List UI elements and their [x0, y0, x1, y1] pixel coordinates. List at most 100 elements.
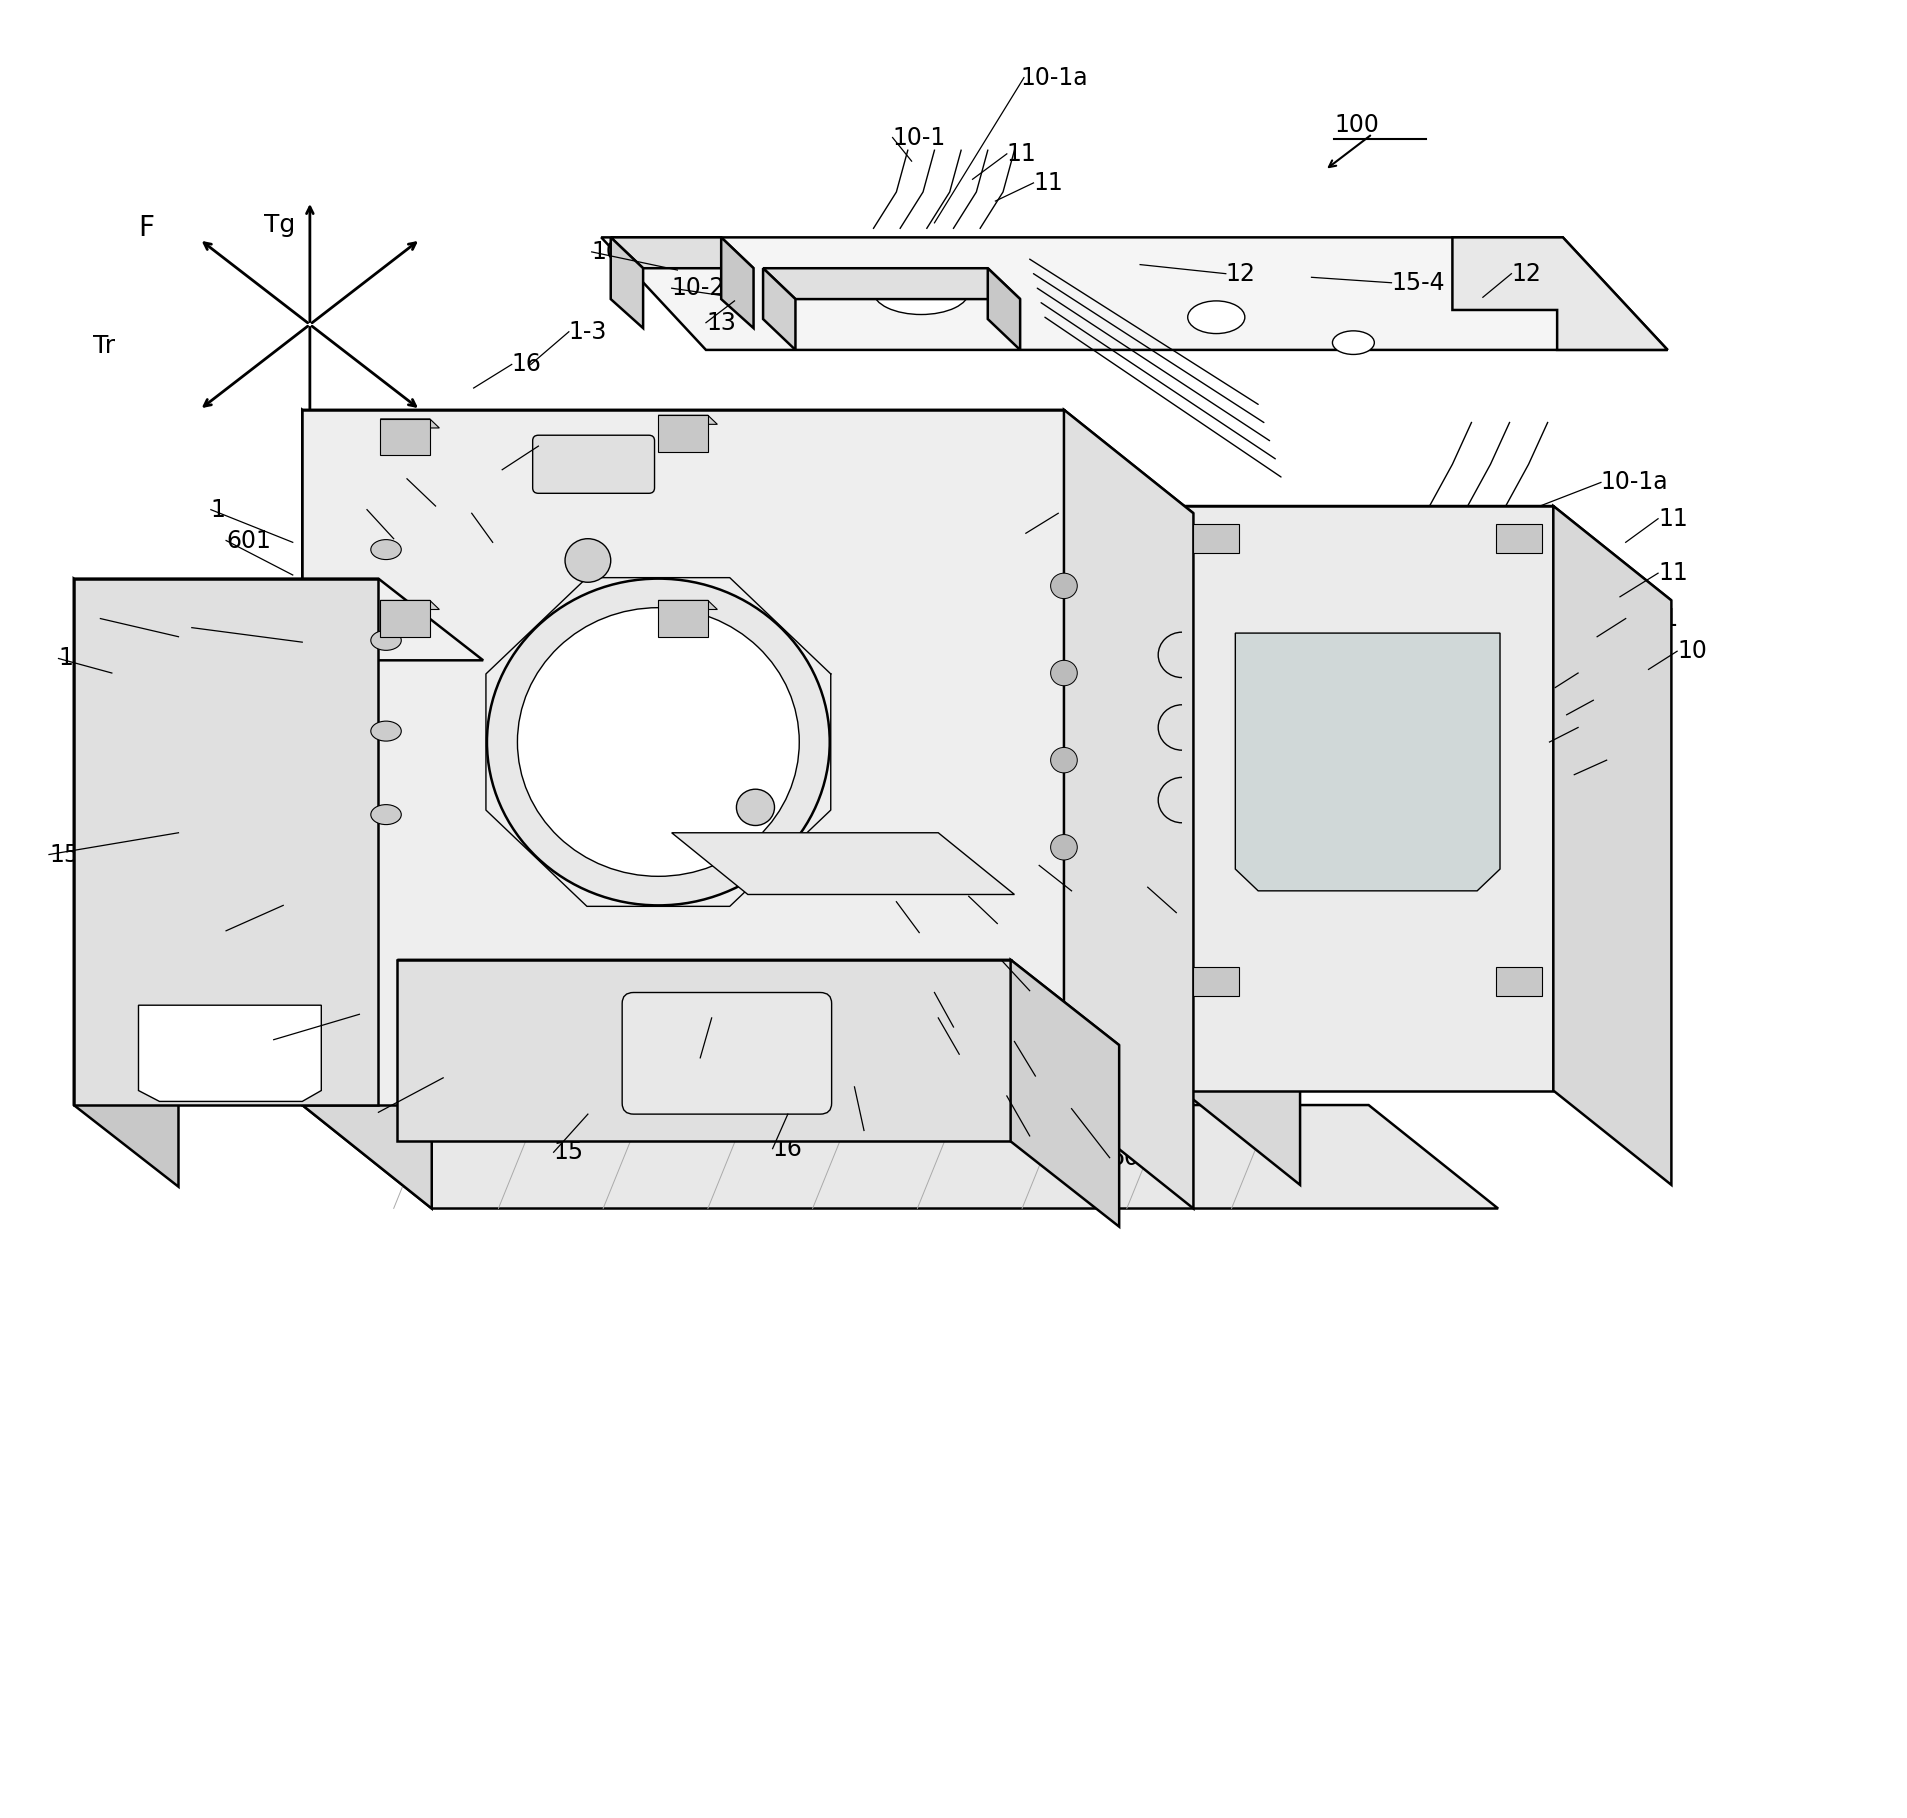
Polygon shape [301, 409, 1194, 513]
Text: 16: 16 [997, 911, 1028, 936]
Text: 11: 11 [1007, 142, 1037, 165]
Polygon shape [1064, 409, 1194, 1209]
Polygon shape [1182, 505, 1554, 1091]
Text: 2: 2 [471, 502, 486, 525]
Text: 10-2a: 10-2a [1579, 662, 1646, 685]
Text: 1-5: 1-5 [959, 1042, 997, 1065]
Text: 10-1: 10-1 [892, 125, 946, 149]
Text: 5: 5 [193, 616, 208, 640]
Polygon shape [1497, 524, 1543, 553]
Polygon shape [301, 1105, 1499, 1209]
Text: 1: 1 [212, 498, 225, 522]
Text: 5: 5 [919, 920, 934, 945]
Polygon shape [658, 415, 717, 424]
Polygon shape [1011, 960, 1119, 1227]
Text: 13: 13 [1058, 502, 1089, 525]
Text: 10-2: 10-2 [1594, 689, 1646, 713]
Polygon shape [1236, 633, 1501, 891]
Text: 11: 11 [1657, 507, 1688, 531]
Ellipse shape [517, 607, 799, 876]
Ellipse shape [486, 578, 830, 905]
Text: 10-2a: 10-2a [671, 276, 740, 300]
Text: 12: 12 [1512, 262, 1541, 285]
Polygon shape [379, 418, 429, 454]
Polygon shape [1497, 967, 1543, 996]
Polygon shape [671, 833, 1015, 894]
Text: 5: 5 [700, 1045, 715, 1069]
FancyBboxPatch shape [622, 993, 831, 1114]
Polygon shape [379, 600, 439, 609]
Ellipse shape [370, 805, 400, 825]
Polygon shape [139, 1005, 320, 1102]
Polygon shape [1182, 505, 1301, 1185]
Circle shape [1051, 660, 1077, 685]
Ellipse shape [1188, 302, 1245, 333]
Text: 13: 13 [706, 311, 736, 335]
Text: 12: 12 [1226, 262, 1255, 285]
Polygon shape [1194, 524, 1240, 553]
Polygon shape [379, 418, 439, 427]
Text: 10: 10 [1676, 640, 1707, 664]
Polygon shape [658, 600, 707, 636]
Text: 100: 100 [1335, 113, 1379, 136]
Ellipse shape [370, 722, 400, 742]
Polygon shape [763, 269, 1020, 300]
Text: 10-2a: 10-2a [1579, 716, 1646, 740]
Text: 602: 602 [864, 1118, 910, 1142]
Text: 1-3: 1-3 [1030, 978, 1068, 1004]
Text: Tg: Tg [265, 213, 296, 236]
Polygon shape [658, 415, 707, 451]
Text: A: A [227, 918, 242, 944]
Polygon shape [1194, 967, 1240, 996]
Text: 15-4: 15-4 [1392, 271, 1446, 295]
Text: 16: 16 [772, 1136, 803, 1160]
Polygon shape [379, 600, 429, 636]
Text: 15-1: 15-1 [1177, 900, 1230, 925]
Text: 11: 11 [1657, 562, 1688, 585]
Circle shape [1051, 834, 1077, 860]
Circle shape [1051, 573, 1077, 598]
Polygon shape [1182, 505, 1671, 600]
Text: 12: 12 [1072, 878, 1102, 904]
Polygon shape [74, 578, 482, 660]
Text: 603: 603 [1110, 1145, 1154, 1169]
Text: 1-3: 1-3 [568, 320, 606, 344]
Text: 10-1: 10-1 [1625, 607, 1678, 631]
Text: 601: 601 [1036, 1064, 1079, 1087]
Ellipse shape [1333, 331, 1375, 355]
Polygon shape [74, 578, 179, 1187]
Text: 15: 15 [553, 1140, 584, 1164]
Text: 601: 601 [227, 529, 271, 553]
Polygon shape [658, 600, 717, 609]
Text: 10-1a: 10-1a [1020, 65, 1087, 89]
Text: 10-2: 10-2 [591, 240, 645, 264]
Polygon shape [721, 238, 753, 327]
Text: 15-3: 15-3 [406, 467, 461, 491]
Text: 15-2: 15-2 [50, 842, 103, 867]
Polygon shape [610, 238, 643, 327]
Polygon shape [988, 269, 1020, 349]
Polygon shape [301, 409, 1064, 1105]
Text: Tr: Tr [93, 335, 114, 358]
Circle shape [736, 789, 774, 825]
Circle shape [564, 538, 610, 582]
Text: F: F [139, 215, 154, 242]
Polygon shape [397, 960, 1119, 1045]
Polygon shape [397, 960, 1011, 1142]
Polygon shape [1554, 505, 1671, 1185]
Ellipse shape [873, 269, 969, 315]
Text: 3: 3 [1030, 1124, 1045, 1147]
Polygon shape [1453, 238, 1667, 349]
Polygon shape [301, 409, 431, 1209]
Text: 10-1a: 10-1a [1602, 471, 1669, 494]
Text: 15-3: 15-3 [954, 1014, 1007, 1040]
FancyBboxPatch shape [532, 435, 654, 493]
Polygon shape [610, 238, 753, 269]
Circle shape [1051, 747, 1077, 773]
Text: 13: 13 [1608, 749, 1636, 773]
Ellipse shape [370, 540, 400, 560]
Text: 15-2a: 15-2a [275, 1027, 341, 1051]
Text: 5: 5 [538, 435, 553, 458]
Text: 11: 11 [1034, 171, 1064, 195]
Ellipse shape [370, 631, 400, 651]
